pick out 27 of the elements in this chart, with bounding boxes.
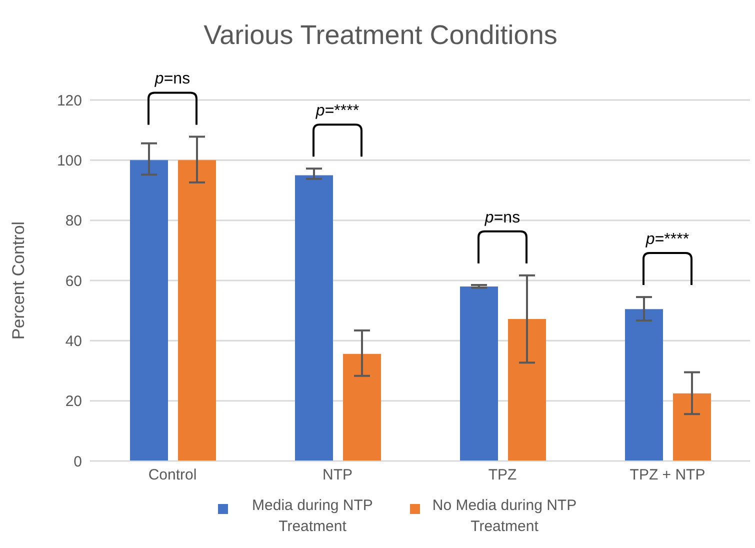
- annotation: p=****: [644, 231, 690, 248]
- annotation: p=ns: [484, 209, 520, 226]
- y-tick-label: 60: [65, 272, 82, 290]
- bar: [130, 160, 168, 461]
- y-tick-label: 20: [65, 393, 82, 410]
- x-tick-label: TPZ: [488, 466, 517, 484]
- bar: [295, 175, 333, 461]
- x-tick-label: NTP: [322, 466, 352, 484]
- text: p=ns: [154, 70, 190, 88]
- legend-label: Media during NTP Treatment: [251, 496, 374, 537]
- chart-title: Various Treatment Conditions: [204, 20, 558, 50]
- bar: [460, 286, 498, 461]
- y-axis-title: Percent Control: [9, 221, 28, 340]
- legend-label: No Media during NTP Treatment: [431, 496, 578, 537]
- annotation: p=****: [314, 102, 360, 120]
- x-tick-label: TPZ + NTP: [630, 466, 706, 484]
- y-tick-label: 0: [74, 453, 82, 470]
- bar: [508, 319, 546, 461]
- y-tick-label: 120: [56, 92, 82, 110]
- y-tick-label: 40: [65, 332, 82, 350]
- bar: [625, 309, 663, 461]
- y-tick-label: 100: [56, 152, 82, 170]
- bar: [343, 354, 381, 461]
- bar: [178, 160, 216, 461]
- x-tick-label: Control: [148, 466, 197, 484]
- y-tick-label: 80: [65, 212, 82, 230]
- bar: [673, 393, 711, 461]
